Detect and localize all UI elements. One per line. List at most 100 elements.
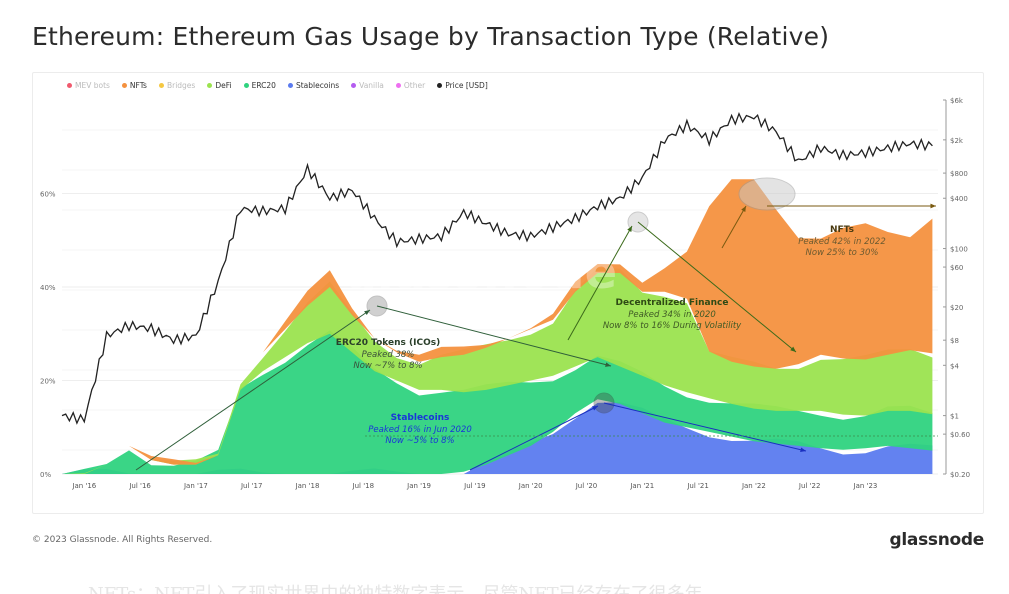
legend-dot-icon [395, 83, 401, 88]
defi-arrow-head [790, 346, 796, 352]
area-series-erc20 [62, 330, 933, 474]
annotation-decentralized-finance: Decentralized Finance Peaked 34% in 2020N… [603, 298, 742, 331]
nft-pointer-arrow [721, 205, 747, 249]
defi-pointer-arrow [567, 225, 633, 341]
x-tick-label: Jan '21 [629, 482, 654, 490]
erc20-pointer-arrow-head [364, 310, 370, 316]
legend-dot-icon [287, 83, 293, 88]
stablecoin-pointer-arrow-head [592, 406, 598, 411]
defi-arrow [637, 221, 797, 353]
annotation-line: Now ~7% to 8% [353, 361, 422, 371]
legend-label: ERC20 [251, 81, 276, 90]
y-left-tick-label: 0% [40, 471, 51, 479]
annotation-line: Peaked 16% in Jun 2020 [368, 425, 471, 435]
annotation-line: Now 25% to 30% [806, 248, 879, 258]
annotation-title: Stablecoins [391, 413, 450, 423]
stablecoin-arrow-head [800, 447, 806, 452]
legend-label: Other [403, 81, 426, 90]
y-right-tick-label: $60 [950, 264, 963, 272]
x-tick-label: Jul '17 [240, 482, 263, 490]
legend-label: DeFi [215, 81, 232, 90]
legend-label: Bridges [166, 81, 196, 90]
y-right-tick-label: $4 [950, 362, 959, 370]
y-right-tick-label: $800 [950, 170, 968, 178]
x-tick-label: Jan '17 [183, 482, 208, 490]
erc20-pointer-arrow [135, 309, 371, 471]
annotation-line: Now 8% to 16% During Volatility [603, 321, 742, 331]
legend-dot-icon [207, 83, 213, 88]
nft-arrow-head [930, 203, 936, 209]
x-tick-label: Jan '20 [518, 482, 543, 490]
legend-dot-icon [121, 83, 127, 88]
area-series-nfts [62, 179, 933, 475]
annotation-title: Decentralized Finance [616, 298, 729, 308]
legend-item-defi[interactable]: DeFi [207, 81, 232, 90]
legend-label: Price [USD] [445, 81, 488, 90]
x-tick-label: Jan '23 [853, 482, 878, 490]
page-caption: NFTs：NFT引入了现实世界中的独特数字表示，尽管NFT已经存在了很多年 [88, 580, 703, 594]
y-right-tick-label: $2k [950, 137, 964, 145]
nft-pointer-arrow-head [741, 206, 746, 212]
footer-logo: glassnode [889, 530, 985, 550]
x-tick-label: Jan '16 [71, 482, 96, 490]
legend-label: NFTs [129, 81, 147, 90]
legend-dot-icon [67, 83, 72, 88]
chart-legend: MEV bots NFTs Bridges DeFi ERC20 Stablecoins V… [67, 81, 488, 90]
legend-label: Vanilla [359, 81, 384, 90]
legend-dot-icon [437, 83, 443, 88]
area-series-stablecoins [62, 402, 933, 474]
y-left-tick-label: 40% [40, 284, 56, 292]
legend-item-nfts[interactable]: NFTs [121, 81, 147, 90]
annotation-title: ERC20 Tokens (ICOs) [336, 338, 440, 348]
legend-item-vanilla[interactable]: Vanilla [351, 81, 384, 90]
annotation-line: Peaked 34% in 2020 [628, 310, 716, 320]
x-tick-label: Jul '18 [352, 482, 375, 490]
legend-dot-icon [158, 83, 164, 88]
erc20-arrow-head [605, 362, 611, 367]
x-tick-label: Jul '19 [463, 482, 486, 490]
defi-pointer-arrow-head [627, 226, 632, 232]
area-series-defi [62, 267, 933, 474]
legend-item-mev-bots[interactable]: MEV bots [67, 81, 110, 90]
x-tick-label: Jan '22 [741, 482, 766, 490]
legend-item-erc20[interactable]: ERC20 [243, 81, 276, 90]
legend-label: Stablecoins [295, 81, 340, 90]
x-tick-label: Jul '21 [686, 482, 709, 490]
erc20-arrow [376, 305, 612, 367]
page-title: Ethereum: Ethereum Gas Usage by Transact… [32, 22, 830, 51]
legend-item-stablecoins[interactable]: Stablecoins [287, 81, 340, 90]
y-right-tick-label: $6k [950, 97, 964, 105]
y-right-tick-label: $0.60 [950, 431, 970, 439]
y-right-tick-label: $100 [950, 246, 968, 254]
x-tick-label: Jul '20 [575, 482, 598, 490]
annotation-line: Now ~5% to 8% [385, 436, 454, 446]
annotation-line: Peaked 42% in 2022 [798, 237, 886, 247]
legend-item-other[interactable]: Other [395, 81, 426, 90]
y-right-tick-label: $8 [950, 337, 959, 345]
legend-item-bridges[interactable]: Bridges [158, 81, 196, 90]
stablecoin-arrow [603, 402, 807, 452]
legend-label: MEV bots [75, 81, 110, 90]
price-line [61, 111, 933, 425]
stablecoin-pointer-arrow [469, 405, 599, 471]
y-left-tick-label: 20% [40, 378, 56, 386]
y-left-tick-label: 60% [40, 191, 56, 199]
x-tick-label: Jul '22 [798, 482, 821, 490]
x-tick-label: Jan '19 [406, 482, 431, 490]
annotation-line: Peaked 38% [362, 350, 415, 360]
y-right-tick-label: $20 [950, 304, 963, 312]
footer-copyright: © 2023 Glassnode. All Rights Reserved. [32, 535, 213, 545]
y-right-tick-label: $0.20 [950, 471, 970, 479]
annotation-title: NFTs [830, 225, 854, 235]
legend-item-price-usd[interactable]: Price [USD] [437, 81, 488, 90]
watermark-text: glassnode [343, 244, 617, 300]
nft-peak-marker [738, 177, 796, 211]
legend-dot-icon [351, 83, 357, 88]
x-tick-label: Jan '18 [295, 482, 320, 490]
y-right-tick-label: $1 [950, 413, 959, 421]
y-right-tick-label: $400 [950, 195, 968, 203]
x-tick-label: Jul '16 [128, 482, 151, 490]
